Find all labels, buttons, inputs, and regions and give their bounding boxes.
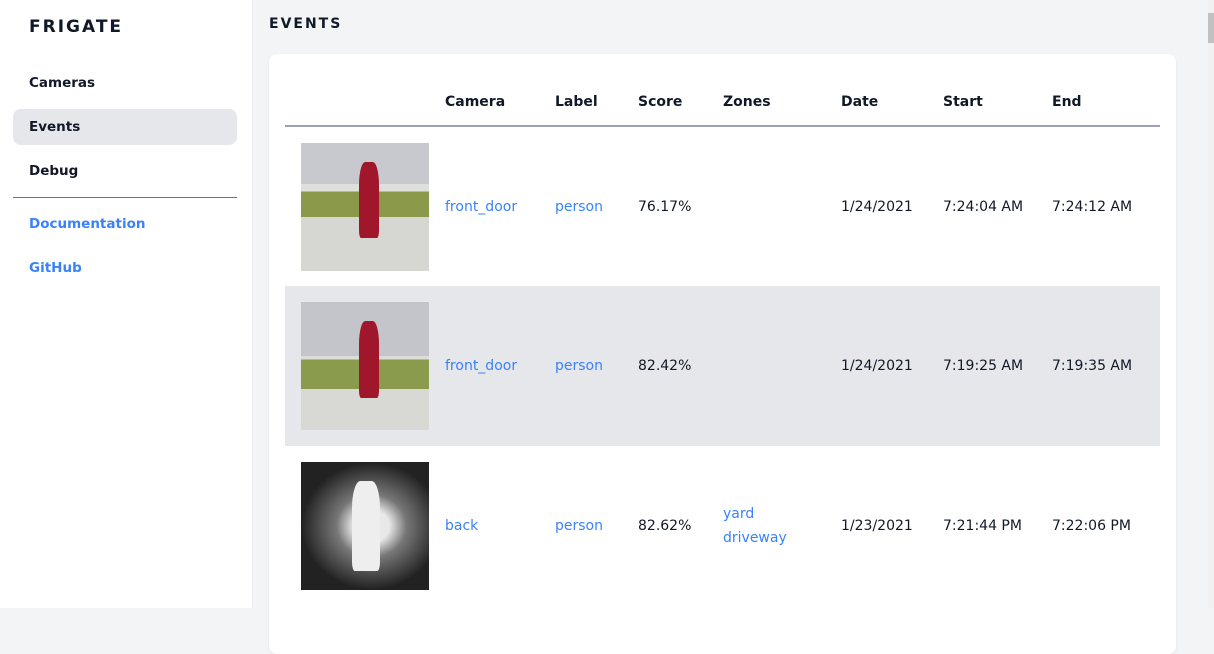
start-time: 7:19:25 AM [943, 286, 1052, 446]
header-zones: Zones [723, 78, 841, 127]
header-date: Date [841, 78, 943, 127]
header-thumbnail [285, 78, 445, 127]
date: 1/24/2021 [841, 286, 943, 446]
events-table: Camera Label Score Zones Date Start End … [285, 78, 1160, 606]
header-start: Start [943, 78, 1052, 127]
camera-link[interactable]: front_door [445, 286, 555, 446]
sidebar: FRIGATE Cameras Events Debug Documentati… [0, 0, 253, 608]
start-time: 7:21:44 PM [943, 518, 1022, 534]
zone-link-yard[interactable]: yard [723, 506, 755, 522]
event-thumbnail[interactable] [301, 302, 429, 430]
scrollbar[interactable] [1208, 0, 1214, 608]
table-row[interactable]: front_door person 82.42% 1/24/2021 7:19:… [285, 286, 1160, 446]
label-link[interactable]: person [555, 286, 638, 446]
brand-logo: FRIGATE [29, 17, 124, 37]
events-card: Camera Label Score Zones Date Start End … [269, 54, 1176, 654]
zones [723, 286, 841, 446]
label-link[interactable]: person [555, 518, 603, 534]
camera-link[interactable]: front_door [445, 198, 518, 215]
score: 82.62% [638, 518, 692, 534]
camera-link[interactable]: back [445, 518, 479, 534]
sidebar-item-events[interactable]: Events [13, 109, 237, 145]
date: 1/23/2021 [841, 518, 913, 534]
end-time: 7:22:06 PM [1052, 518, 1131, 534]
start-time: 7:24:04 AM [943, 198, 1024, 215]
page-title: EVENTS [269, 16, 343, 32]
event-thumbnail[interactable] [301, 462, 429, 590]
sidebar-divider [13, 197, 237, 198]
end-time: 7:19:35 AM [1052, 286, 1160, 446]
sidebar-item-cameras[interactable]: Cameras [29, 75, 96, 91]
header-score: Score [638, 78, 723, 127]
scrollbar-thumb[interactable] [1208, 13, 1214, 43]
zones [723, 126, 841, 286]
score: 82.42% [638, 286, 723, 446]
documentation-link[interactable]: Documentation [29, 216, 146, 232]
score: 76.17% [638, 198, 692, 215]
header-camera: Camera [445, 78, 555, 127]
table-row[interactable]: front_door person 76.17% 1/24/2021 7:24:… [285, 126, 1160, 286]
end-time: 7:24:12 AM [1052, 198, 1133, 215]
zones: yard driveway [723, 446, 841, 606]
sidebar-item-debug[interactable]: Debug [29, 163, 79, 179]
event-thumbnail[interactable] [301, 142, 429, 271]
table-header: Camera Label Score Zones Date Start End [285, 78, 1160, 127]
github-link[interactable]: GitHub [29, 260, 82, 276]
table-row[interactable]: back person 82.62% yard driveway 1/23/20… [285, 446, 1160, 606]
label-link[interactable]: person [555, 198, 603, 215]
header-end: End [1052, 78, 1160, 127]
header-label: Label [555, 78, 638, 127]
zone-link-driveway[interactable]: driveway [723, 530, 787, 546]
date: 1/24/2021 [841, 198, 913, 215]
